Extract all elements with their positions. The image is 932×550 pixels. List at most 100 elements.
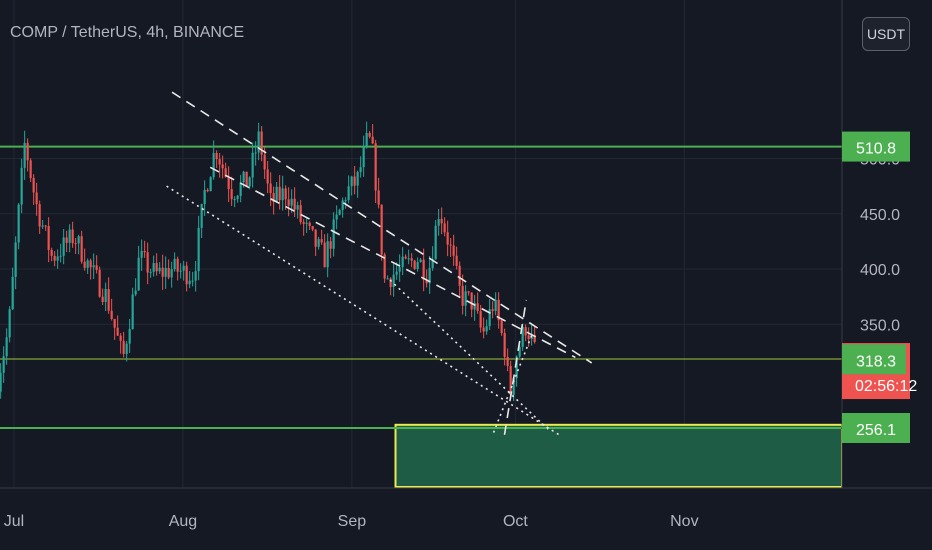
candle-body <box>284 188 287 200</box>
candle <box>0 363 2 399</box>
candle-body <box>332 219 335 249</box>
candle <box>125 340 128 362</box>
candle-body <box>164 267 167 277</box>
candle-body <box>263 154 266 170</box>
candle-body <box>377 190 380 205</box>
candle-body <box>74 243 77 245</box>
candle <box>11 267 14 310</box>
candle-body <box>41 225 44 227</box>
trend-line-inner-channel-dotted <box>389 279 549 430</box>
candle <box>74 238 77 254</box>
candle <box>62 229 65 265</box>
candle-body <box>17 204 20 243</box>
candle <box>521 323 524 351</box>
candle <box>326 233 329 278</box>
currency-button[interactable]: USDT <box>862 17 910 51</box>
candle-body <box>431 259 434 269</box>
candle-body <box>119 335 122 341</box>
candle-body <box>521 327 524 347</box>
candle-body <box>335 214 338 220</box>
candle <box>356 170 359 198</box>
candle <box>179 263 182 279</box>
y-tick-label: 450.0 <box>860 207 900 224</box>
candle-body <box>5 337 8 357</box>
candle <box>98 266 101 298</box>
candle-body <box>101 296 104 302</box>
price-badge-label-target: 318.3 <box>856 353 896 370</box>
candle <box>392 263 395 297</box>
candle-body <box>512 378 515 395</box>
candle-body <box>212 153 215 178</box>
candle <box>191 271 194 287</box>
candle-body <box>35 192 38 205</box>
candle <box>302 218 305 236</box>
candle <box>497 292 500 329</box>
candle <box>95 255 98 274</box>
candle <box>41 220 44 229</box>
candle-body <box>134 290 137 295</box>
candle <box>332 212 335 257</box>
candle-body <box>320 239 323 243</box>
candle <box>158 262 161 274</box>
candle-body <box>248 177 251 187</box>
candle-body <box>122 340 125 354</box>
candle-body <box>77 236 80 244</box>
candle-body <box>104 289 107 302</box>
candle-body <box>80 236 83 262</box>
candle <box>416 257 419 272</box>
candle <box>494 292 497 316</box>
candle <box>173 252 176 272</box>
candle <box>254 141 257 166</box>
candle-body <box>11 276 14 310</box>
candle <box>77 234 80 255</box>
candle-body <box>242 171 245 183</box>
candle <box>17 202 20 250</box>
candle <box>422 248 425 292</box>
trend-lines <box>166 91 593 436</box>
candle-body <box>245 171 248 187</box>
candle-body <box>287 199 290 206</box>
candle <box>38 200 41 234</box>
candle-body <box>188 280 191 285</box>
candle <box>149 268 152 278</box>
candle <box>491 301 494 319</box>
candle-body <box>32 178 35 193</box>
candle-body <box>251 152 254 178</box>
candle-body <box>500 320 503 334</box>
candle <box>500 318 503 336</box>
candle-body <box>317 239 320 247</box>
candle <box>317 236 320 250</box>
candle-body <box>413 260 416 269</box>
candle-body <box>155 263 158 272</box>
trend-line-breakout-dashed <box>503 299 528 435</box>
candle <box>371 124 374 145</box>
candle <box>257 122 260 161</box>
candle-body <box>464 291 467 306</box>
candle-body <box>467 291 470 293</box>
candle-body <box>446 232 449 245</box>
candle <box>350 175 353 196</box>
candle-body <box>437 218 440 226</box>
candle <box>20 158 23 214</box>
price-badge-target <box>842 344 906 375</box>
candle-body <box>89 260 92 268</box>
candle <box>299 199 302 225</box>
candle <box>380 204 383 261</box>
candle <box>485 319 488 335</box>
candle <box>137 245 140 291</box>
candle <box>467 290 470 296</box>
candle <box>203 180 206 216</box>
candle <box>26 138 29 172</box>
candle <box>428 256 431 294</box>
candle <box>404 254 407 260</box>
candle-body <box>167 267 170 278</box>
candle-body <box>404 256 407 259</box>
candle-body <box>386 278 389 280</box>
candle <box>473 294 476 321</box>
candle-body <box>86 260 89 268</box>
trend-line-upper-channel-dashed <box>171 91 593 364</box>
candle <box>353 166 356 195</box>
candle-body <box>215 153 218 160</box>
candle-body <box>341 200 344 210</box>
